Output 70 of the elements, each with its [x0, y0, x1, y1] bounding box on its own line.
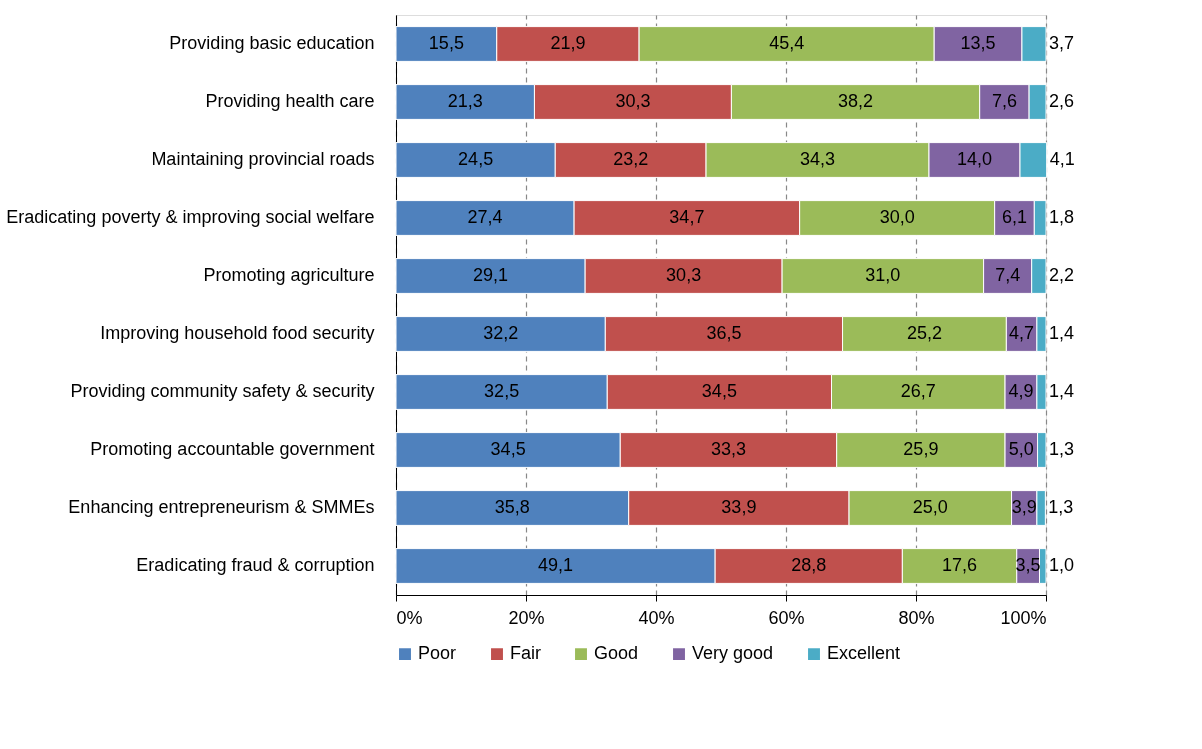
data-label: 17,6	[942, 555, 978, 575]
data-label: 1,4	[1049, 381, 1075, 401]
legend-label: Fair	[510, 643, 541, 664]
data-label: 45,4	[769, 33, 805, 53]
data-label: 7,6	[991, 91, 1017, 111]
x-tick-label: 20%	[508, 607, 545, 628]
y-tick-label: Promoting accountable government	[90, 439, 375, 459]
data-label: 21,3	[447, 91, 483, 111]
y-tick-label: Enhancing entrepreneurism & SMMEs	[68, 497, 375, 517]
legend-label: Excellent	[827, 643, 901, 664]
data-label: 3,9	[1011, 497, 1037, 517]
data-label: 1,8	[1049, 207, 1075, 227]
data-label: 1,0	[1049, 555, 1075, 575]
y-tick-label: Improving household food security	[100, 323, 375, 343]
data-label: 28,8	[791, 555, 827, 575]
data-label: 34,5	[701, 381, 737, 401]
data-label: 24,5	[458, 149, 494, 169]
data-label: 13,5	[960, 33, 996, 53]
x-tick-label: 40%	[638, 607, 675, 628]
data-label: 26,7	[900, 381, 936, 401]
x-tick-label: 80%	[898, 607, 935, 628]
data-label: 4,7	[1009, 323, 1035, 343]
data-label: 2,2	[1049, 265, 1075, 285]
data-label: 21,9	[550, 33, 586, 53]
x-tick-label: 60%	[768, 607, 805, 628]
data-label: 23,2	[613, 149, 649, 169]
legend-label: Very good	[692, 643, 774, 664]
data-label: 1,4	[1049, 323, 1075, 343]
y-tick-label: Promoting agriculture	[203, 265, 375, 285]
x-tick-label: 100%	[1000, 607, 1047, 628]
data-label: 2,6	[1049, 91, 1075, 111]
data-label: 33,9	[721, 497, 757, 517]
data-label: 32,2	[483, 323, 519, 343]
data-label: 36,5	[706, 323, 742, 343]
data-label: 6,1	[1001, 207, 1027, 227]
data-label: 32,5	[484, 381, 520, 401]
data-label: 49,1	[538, 555, 574, 575]
data-label: 25,9	[903, 439, 939, 459]
data-label: 34,5	[490, 439, 526, 459]
data-label: 30,0	[879, 207, 915, 227]
data-label: 33,3	[710, 439, 746, 459]
data-label: 38,2	[838, 91, 874, 111]
data-label: 34,7	[669, 207, 705, 227]
data-label: 14,0	[956, 149, 993, 169]
y-tick-label: Providing basic education	[169, 33, 375, 53]
y-tick-label: Maintaining provincial roads	[151, 149, 375, 169]
data-label: 15,5	[428, 33, 464, 53]
data-label: 7,4	[995, 265, 1021, 285]
data-label: 31,0	[865, 265, 901, 285]
data-label: 1,3	[1048, 497, 1074, 517]
data-label: 25,0	[912, 497, 948, 517]
legend-label: Good	[594, 643, 639, 664]
x-tick-label: 0%	[396, 607, 423, 628]
data-label: 35,8	[494, 497, 530, 517]
y-tick-label: Providing community safety & security	[70, 381, 375, 401]
y-tick-label: Eradicating poverty & improving social welfare	[6, 207, 375, 227]
legend-label: Poor	[418, 643, 457, 664]
y-tick-label: Providing health care	[205, 91, 375, 111]
data-label: 1,3	[1049, 439, 1075, 459]
data-label: 25,2	[906, 323, 942, 343]
data-label: 3,7	[1049, 33, 1075, 53]
y-tick-label: Eradicating fraud & corruption	[136, 555, 375, 575]
data-label: 30,3	[666, 265, 702, 285]
data-label: 30,3	[615, 91, 651, 111]
data-label: 5,0	[1008, 439, 1034, 459]
data-label: 4,1	[1049, 149, 1075, 169]
data-label: 34,3	[800, 149, 836, 169]
data-label: 27,4	[467, 207, 503, 227]
data-label: 4,9	[1008, 381, 1034, 401]
data-label: 29,1	[473, 265, 509, 285]
